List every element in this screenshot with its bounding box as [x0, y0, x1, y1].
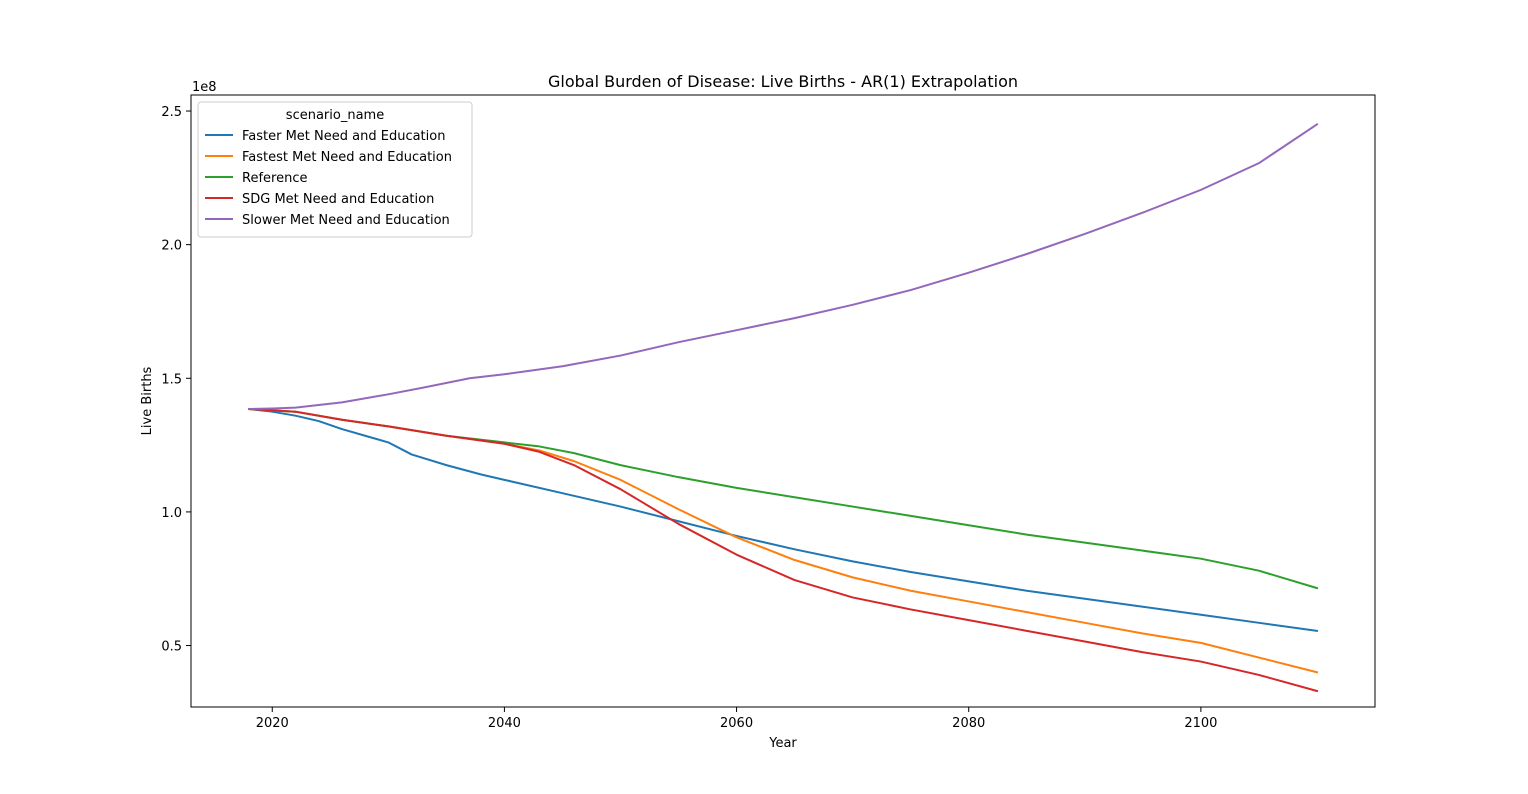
y-axis-offset-label: 1e8: [192, 80, 217, 95]
x-axis-label: Year: [768, 736, 797, 751]
y-tick-label: 2.5: [161, 105, 182, 120]
x-tick-label: 2040: [488, 716, 521, 731]
legend-label-0: Faster Met Need and Education: [242, 129, 445, 144]
chart-title: Global Burden of Disease: Live Births - …: [548, 72, 1018, 91]
y-tick-label: 1.0: [161, 506, 182, 521]
plot-area-frame: [190, 94, 1376, 708]
series-line-2: [247, 407, 1319, 590]
series-layer: [247, 123, 1319, 693]
legend-label-3: SDG Met Need and Education: [242, 192, 434, 207]
x-tick-label: 2100: [1184, 716, 1217, 731]
legend-box: [197, 101, 473, 238]
x-tick-label: 2080: [952, 716, 985, 731]
ticks-layer: 2020 2040 2060 2080 2100 0.5 1.0 1.5 2.0 2.5: [161, 105, 1217, 731]
series-line-4: [248, 123, 1319, 411]
y-tick-label: 1.5: [161, 372, 182, 387]
series-line-0: [247, 407, 1319, 632]
series-line-1: [247, 407, 1319, 674]
axes-layer: [190, 94, 1376, 708]
legend-label-2: Reference: [242, 171, 307, 186]
y-tick-label: 0.5: [161, 640, 182, 655]
legend-label-1: Fastest Met Need and Education: [242, 150, 452, 165]
x-tick-label: 2020: [256, 716, 289, 731]
y-tick-label: 2.0: [161, 239, 182, 254]
legend: scenario_name Faster Met Need and Educati…: [197, 101, 473, 238]
series-line-3: [247, 407, 1319, 693]
legend-label-4: Slower Met Need and Education: [242, 213, 450, 228]
legend-title: scenario_name: [286, 108, 384, 123]
x-tick-label: 2060: [720, 716, 753, 731]
y-axis-label: Live Births: [140, 366, 155, 435]
